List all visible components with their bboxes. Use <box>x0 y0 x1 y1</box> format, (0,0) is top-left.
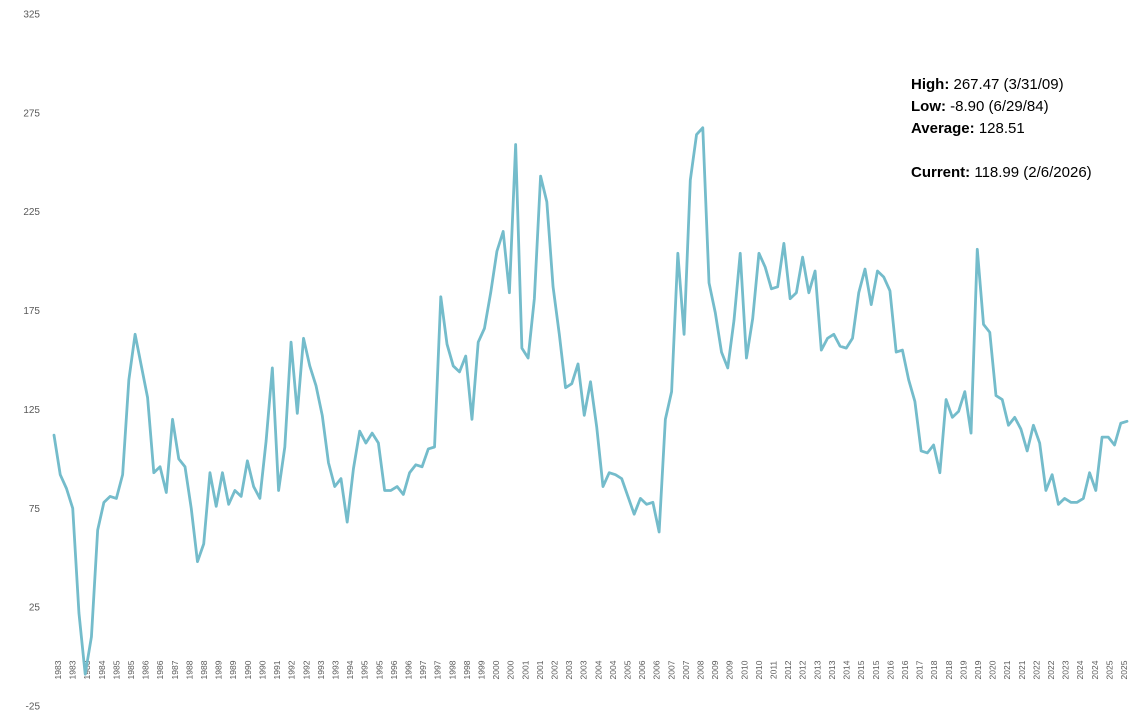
stat-low-label: Low: <box>911 98 946 115</box>
stats-box: High: 267.47 (3/31/09) Low: -8.90 (6/29/… <box>911 74 1092 184</box>
x-tick-label: 2010 <box>754 660 764 679</box>
x-tick-label: 2012 <box>783 660 793 679</box>
x-tick-label: 1990 <box>257 660 267 679</box>
y-tick-label: -25 <box>26 702 41 713</box>
x-tick-label: 2009 <box>710 660 720 679</box>
x-tick-label: 1988 <box>199 660 209 679</box>
x-tick-label: 1994 <box>345 660 355 679</box>
x-tick-label: 1995 <box>374 660 384 679</box>
x-tick-label: 2015 <box>871 660 881 679</box>
x-tick-label: 1993 <box>330 660 340 679</box>
x-tick-label: 1997 <box>433 660 443 679</box>
x-tick-label: 2000 <box>491 660 501 679</box>
x-tick-label: 2002 <box>549 660 559 679</box>
x-tick-label: 2020 <box>988 660 998 679</box>
x-tick-label: 2005 <box>623 660 633 679</box>
x-tick-label: 1992 <box>287 660 297 679</box>
x-tick-label: 2014 <box>842 660 852 679</box>
x-tick-label: 2016 <box>885 660 895 679</box>
stat-average-label: Average: <box>911 120 975 137</box>
x-tick-label: 2001 <box>520 660 530 679</box>
y-tick-label: 125 <box>23 405 40 416</box>
x-tick-label: 2010 <box>739 660 749 679</box>
x-tick-label: 1997 <box>418 660 428 679</box>
x-tick-label: 2019 <box>958 660 968 679</box>
x-tick-label: 2013 <box>812 660 822 679</box>
y-tick-label: 175 <box>23 306 40 317</box>
x-tick-label: 1991 <box>272 660 282 679</box>
y-tick-label: 25 <box>29 603 41 614</box>
stat-high-label: High: <box>911 76 950 93</box>
x-tick-label: 1988 <box>184 660 194 679</box>
x-tick-label: 1990 <box>243 660 253 679</box>
x-tick-label: 2007 <box>681 660 691 679</box>
x-tick-label: 2003 <box>579 660 589 679</box>
stat-low: Low: -8.90 (6/29/84) <box>911 96 1092 118</box>
x-tick-label: 1984 <box>97 660 107 679</box>
x-tick-label: 1986 <box>155 660 165 679</box>
y-tick-label: 225 <box>23 207 40 218</box>
x-tick-label: 1992 <box>301 660 311 679</box>
stat-average-value: 128.51 <box>978 120 1025 137</box>
y-axis: -25 25 75 125 175 225 275 325 <box>23 10 40 713</box>
x-tick-label: 2015 <box>856 660 866 679</box>
x-tick-label: 1983 <box>68 660 78 679</box>
x-tick-label: 2017 <box>915 660 925 679</box>
x-tick-label: 1998 <box>447 660 457 679</box>
x-tick-label: 1985 <box>111 660 121 679</box>
x-tick-label: 2011 <box>769 661 779 680</box>
x-tick-label: 2007 <box>666 660 676 679</box>
x-tick-label: 1987 <box>170 660 180 679</box>
x-tick-label: 1996 <box>389 660 399 679</box>
stat-spacer <box>911 140 1092 162</box>
y-tick-label: 275 <box>23 108 40 119</box>
x-tick-label: 2003 <box>564 660 574 679</box>
stat-current-label: Current: <box>911 164 971 181</box>
x-tick-label: 2024 <box>1075 660 1085 679</box>
x-tick-label: 2008 <box>696 660 706 679</box>
stat-average: Average: 128.51 <box>911 118 1092 140</box>
x-tick-label: 2018 <box>929 660 939 679</box>
x-tick-label: 2023 <box>1061 660 1071 679</box>
x-tick-label: 2006 <box>637 660 647 679</box>
x-tick-label: 2021 <box>1002 660 1012 679</box>
x-tick-label: 1996 <box>403 660 413 679</box>
stat-low-value: -8.90 (6/29/84) <box>950 98 1049 115</box>
x-tick-label: 1998 <box>462 660 472 679</box>
x-tick-label: 2018 <box>944 660 954 679</box>
stat-high: High: 267.47 (3/31/09) <box>911 74 1092 96</box>
x-tick-label: 2004 <box>608 660 618 679</box>
series-line <box>52 126 1129 676</box>
x-tick-label: 2022 <box>1031 660 1041 679</box>
x-tick-label: 2021 <box>1017 660 1027 679</box>
x-tick-label: 2004 <box>593 660 603 679</box>
x-tick-label: 2025 <box>1119 660 1129 679</box>
x-tick-label: 2012 <box>798 660 808 679</box>
x-tick-label: 2016 <box>900 660 910 679</box>
x-tick-label: 1983 <box>53 660 63 679</box>
y-tick-label: 75 <box>29 504 41 515</box>
stat-current: Current: 118.99 (2/6/2026) <box>911 162 1092 184</box>
stat-current-value: 118.99 (2/6/2026) <box>974 164 1092 181</box>
x-tick-label: 2024 <box>1090 660 1100 679</box>
x-tick-label: 1993 <box>316 660 326 679</box>
stat-high-value: 267.47 (3/31/09) <box>953 76 1064 93</box>
x-tick-label: 2019 <box>973 660 983 679</box>
x-tick-label: 1995 <box>360 660 370 679</box>
x-axis: 1983 1983 1983 1984 1985 1985 1986 1986 1987 1988… <box>53 660 1129 679</box>
x-tick-label: 2025 <box>1104 660 1114 679</box>
x-tick-label: 2009 <box>725 660 735 679</box>
x-tick-label: 2001 <box>535 660 545 679</box>
x-tick-label: 1985 <box>126 660 136 679</box>
x-tick-label: 2000 <box>506 660 516 679</box>
x-tick-label: 2006 <box>652 660 662 679</box>
x-tick-label: 1999 <box>476 660 486 679</box>
x-tick-label: 1989 <box>228 660 238 679</box>
x-tick-label: 2022 <box>1046 660 1056 679</box>
y-tick-label: 325 <box>23 10 40 21</box>
x-tick-label: 2013 <box>827 660 837 679</box>
x-tick-label: 1986 <box>141 660 151 679</box>
x-tick-label: 1989 <box>214 660 224 679</box>
